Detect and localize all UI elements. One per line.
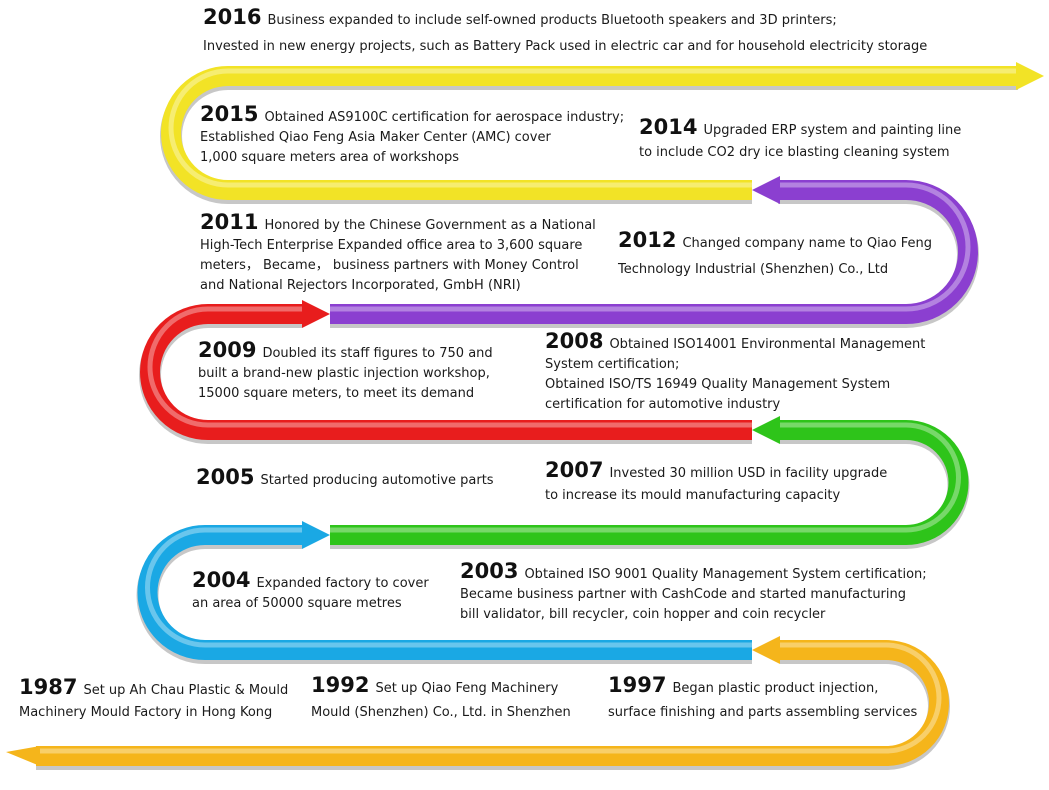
ribbon-tail	[6, 746, 40, 766]
event-text: Changed company name to Qiao Feng	[682, 236, 932, 251]
event-text: built a brand-new plastic injection work…	[198, 366, 490, 381]
event-text: Obtained AS9100C certification for aeros…	[264, 110, 625, 125]
event-year: 2016	[203, 5, 262, 29]
event-1992: 1992 Set up Qiao Feng Machinery Mould (Sh…	[311, 675, 571, 723]
event-year: 2004	[192, 568, 251, 592]
event-2016: 2016 Business expanded to include self-ow…	[203, 7, 927, 57]
event-text: Invested in new energy projects, such as…	[203, 39, 928, 54]
event-text: Became business partner with CashCode an…	[460, 587, 907, 602]
event-2009: 2009 Doubled its staff figures to 750 and…	[198, 340, 493, 404]
event-1997: 1997 Began plastic product injection, sur…	[608, 675, 917, 723]
event-text: Set up Ah Chau Plastic & Mould	[83, 683, 289, 698]
event-text: to include CO2 dry ice blasting cleaning…	[639, 145, 950, 160]
event-year: 1987	[19, 675, 78, 699]
event-text: Established Qiao Feng Asia Maker Center …	[200, 130, 551, 145]
event-text: System certification;	[545, 357, 680, 372]
event-year: 2005	[196, 465, 255, 489]
event-text: Machinery Mould Factory in Hong Kong	[19, 705, 273, 720]
ribbon-orange	[36, 636, 950, 770]
event-text: Expanded factory to cover	[256, 576, 429, 591]
event-text: Technology Industrial (Shenzhen) Co., Lt…	[618, 262, 889, 277]
event-text: High-Tech Enterprise Expanded office are…	[200, 238, 583, 253]
ribbon-green	[330, 416, 970, 549]
event-text: meters， Became， business partners with M…	[200, 258, 579, 273]
event-text: 1,000 square meters area of workshops	[200, 150, 460, 165]
event-2008: 2008 Obtained ISO14001 Environmental Mana…	[545, 331, 925, 415]
event-text: 15000 square meters, to meet its demand	[198, 386, 475, 401]
event-text: Started producing automotive parts	[260, 473, 494, 488]
event-year: 2012	[618, 228, 677, 252]
event-2007: 2007 Invested 30 million USD in facility …	[545, 460, 887, 506]
event-year: 2015	[200, 102, 259, 126]
event-text: bill validator, bill recycler, coin hopp…	[460, 607, 826, 622]
event-year: 2009	[198, 338, 257, 362]
event-text: certification for automotive industry	[545, 397, 781, 412]
event-text: to increase its mould manufacturing capa…	[545, 488, 841, 503]
event-text: Obtained ISO 9001 Quality Management Sys…	[524, 567, 927, 582]
event-text: and National Rejectors Incorporated, Gmb…	[200, 278, 521, 293]
ribbon-purple	[330, 176, 979, 328]
event-2011: 2011 Honored by the Chinese Government as…	[200, 212, 596, 296]
event-2003: 2003 Obtained ISO 9001 Quality Management…	[460, 561, 927, 625]
event-2005: 2005 Started producing automotive parts	[196, 467, 494, 491]
event-year: 2007	[545, 458, 604, 482]
ribbon-yellow	[160, 62, 1044, 204]
event-year: 2003	[460, 559, 519, 583]
event-2014: 2014 Upgraded ERP system and painting lin…	[639, 117, 961, 163]
event-year: 2011	[200, 210, 259, 234]
event-text: surface finishing and parts assembling s…	[608, 705, 918, 720]
ribbon-red	[139, 300, 752, 444]
event-2012: 2012 Changed company name to Qiao Feng Te…	[618, 230, 932, 280]
event-1987: 1987 Set up Ah Chau Plastic & Mould Machi…	[19, 677, 288, 723]
event-2004: 2004 Expanded factory to cover an area of…	[192, 570, 429, 614]
event-year: 1997	[608, 673, 667, 697]
event-text: Honored by the Chinese Government as a N…	[264, 218, 596, 233]
event-text: an area of 50000 square metres	[192, 596, 402, 611]
event-text: Obtained ISO14001 Environmental Manageme…	[609, 337, 926, 352]
event-year: 1992	[311, 673, 370, 697]
event-text: Mould (Shenzhen) Co., Ltd. in Shenzhen	[311, 705, 571, 720]
event-2015: 2015 Obtained AS9100C certification for a…	[200, 104, 624, 168]
event-text: Invested 30 million USD in facility upgr…	[609, 466, 888, 481]
event-text: Business expanded to include self-owned …	[267, 13, 837, 28]
event-text: Obtained ISO/TS 16949 Quality Management…	[545, 377, 891, 392]
event-text: Set up Qiao Feng Machinery	[375, 681, 559, 696]
event-text: Upgraded ERP system and painting line	[703, 123, 962, 138]
event-text: Doubled its staff figures to 750 and	[262, 346, 493, 361]
event-year: 2014	[639, 115, 698, 139]
event-year: 2008	[545, 329, 604, 353]
event-text: Began plastic product injection,	[672, 681, 879, 696]
ribbon-blue	[136, 521, 752, 664]
